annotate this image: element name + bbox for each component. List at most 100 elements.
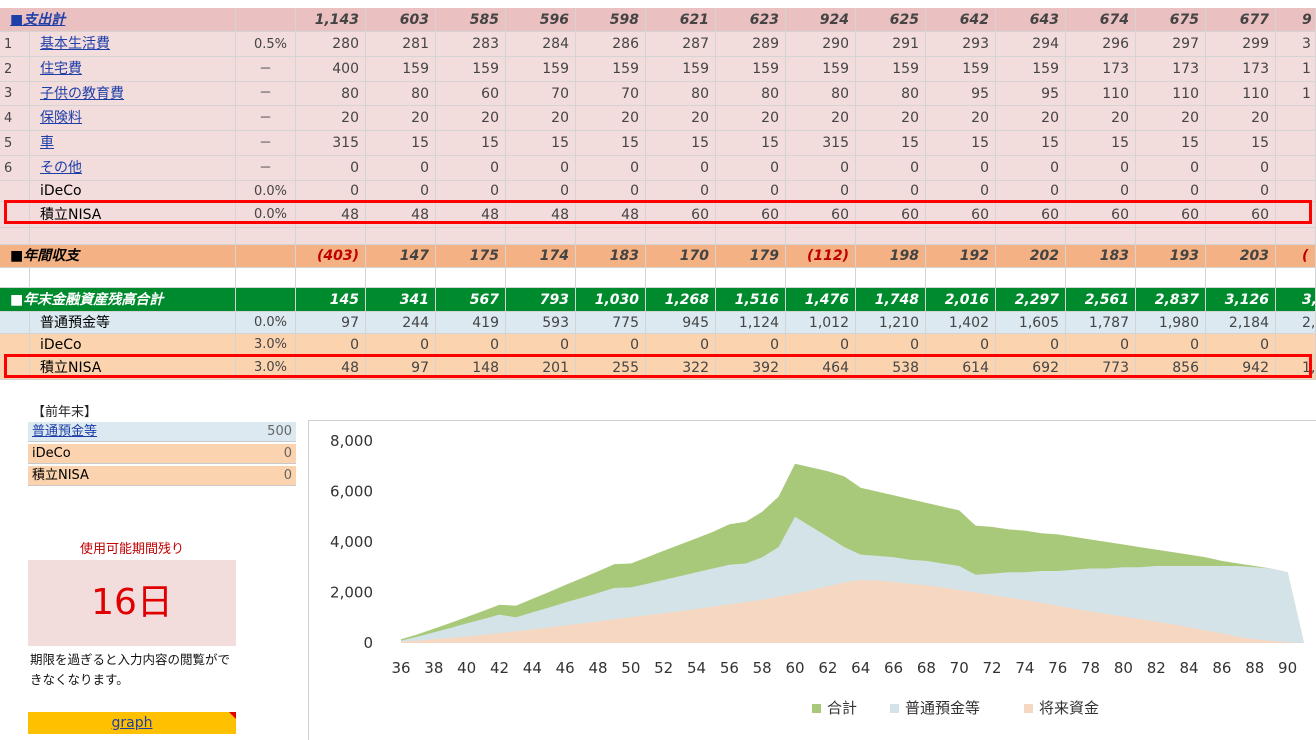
value-cell[interactable]: 643 <box>996 8 1066 32</box>
value-cell[interactable]: 15 <box>716 131 786 156</box>
rate-cell[interactable]: － <box>236 131 296 156</box>
value-cell[interactable]: 2,016 <box>926 288 996 312</box>
value-cell[interactable]: 1,980 <box>1136 312 1206 334</box>
value-cell[interactable]: 0 <box>786 334 856 356</box>
rate-cell[interactable]: － <box>236 106 296 131</box>
value-cell[interactable]: 159 <box>366 57 436 82</box>
value-cell[interactable] <box>646 228 716 245</box>
value-cell[interactable]: 286 <box>576 32 646 57</box>
value-cell[interactable]: 593 <box>506 312 576 334</box>
rate-cell[interactable]: － <box>236 156 296 181</box>
value-cell[interactable]: 70 <box>576 82 646 106</box>
value-cell[interactable]: 20 <box>716 106 786 131</box>
value-cell[interactable]: 15 <box>366 131 436 156</box>
value-cell[interactable]: 0 <box>506 334 576 356</box>
graph-button[interactable]: graph <box>28 712 236 734</box>
value-cell[interactable] <box>1276 268 1316 288</box>
value-cell[interactable]: 15 <box>506 131 576 156</box>
value-cell[interactable]: 598 <box>576 8 646 32</box>
value-cell[interactable]: 775 <box>576 312 646 334</box>
value-cell[interactable]: 80 <box>786 82 856 106</box>
value-cell[interactable]: 281 <box>366 32 436 57</box>
value-cell[interactable]: 110 <box>1066 82 1136 106</box>
value-cell[interactable] <box>856 228 926 245</box>
value-cell[interactable]: 203 <box>1206 245 1276 268</box>
value-cell[interactable]: 147 <box>366 245 436 268</box>
value-cell[interactable] <box>1276 181 1316 202</box>
rate-cell[interactable] <box>236 245 296 268</box>
value-cell[interactable]: 2,561 <box>1066 288 1136 312</box>
value-cell[interactable]: 159 <box>716 57 786 82</box>
value-cell[interactable]: 183 <box>1066 245 1136 268</box>
label-cell[interactable]: 保険料 <box>30 106 236 131</box>
value-cell[interactable]: 20 <box>1066 106 1136 131</box>
value-cell[interactable] <box>296 228 366 245</box>
value-cell[interactable]: 0 <box>786 156 856 181</box>
value-cell[interactable]: 20 <box>506 106 576 131</box>
value-cell[interactable]: 0 <box>296 156 366 181</box>
value-cell[interactable]: 294 <box>996 32 1066 57</box>
value-cell[interactable] <box>366 228 436 245</box>
value-cell[interactable] <box>436 268 506 288</box>
value-cell[interactable]: 159 <box>576 57 646 82</box>
value-cell[interactable]: 2, <box>1276 312 1316 334</box>
value-cell[interactable]: 341 <box>366 288 436 312</box>
value-cell[interactable]: 15 <box>996 131 1066 156</box>
value-cell[interactable]: 677 <box>1206 8 1276 32</box>
value-cell[interactable]: 0 <box>1206 334 1276 356</box>
value-cell[interactable]: 70 <box>506 82 576 106</box>
rate-cell[interactable]: 3.0% <box>236 334 296 356</box>
rate-cell[interactable] <box>236 8 296 32</box>
value-cell[interactable]: ( <box>1276 245 1316 268</box>
value-cell[interactable]: 0 <box>576 156 646 181</box>
value-cell[interactable]: 173 <box>1066 57 1136 82</box>
value-cell[interactable] <box>1276 106 1316 131</box>
value-cell[interactable]: 20 <box>436 106 506 131</box>
row-label[interactable]: 保険料 <box>40 110 82 126</box>
label-cell[interactable]: ■支出計 <box>0 8 236 32</box>
value-cell[interactable]: 0 <box>646 334 716 356</box>
value-cell[interactable]: 159 <box>436 57 506 82</box>
value-cell[interactable]: 290 <box>786 32 856 57</box>
value-cell[interactable]: 183 <box>576 245 646 268</box>
row-label[interactable]: ■支出計 <box>10 12 66 28</box>
value-cell[interactable]: 20 <box>296 106 366 131</box>
value-cell[interactable]: 1 <box>1276 82 1316 106</box>
prev-year-row[interactable]: 積立NISA 0 <box>28 466 296 486</box>
value-cell[interactable]: 0 <box>856 334 926 356</box>
value-cell[interactable]: 3 <box>1276 32 1316 57</box>
value-cell[interactable]: 60 <box>786 202 856 228</box>
label-cell[interactable] <box>30 268 236 288</box>
value-cell[interactable]: 0 <box>716 181 786 202</box>
value-cell[interactable]: 15 <box>926 131 996 156</box>
value-cell[interactable]: 20 <box>786 106 856 131</box>
value-cell[interactable]: 145 <box>296 288 366 312</box>
value-cell[interactable]: 0 <box>436 156 506 181</box>
value-cell[interactable]: 173 <box>1206 57 1276 82</box>
row-label[interactable]: 住宅費 <box>40 61 82 77</box>
value-cell[interactable]: 642 <box>926 8 996 32</box>
value-cell[interactable] <box>1066 268 1136 288</box>
value-cell[interactable] <box>1276 131 1316 156</box>
value-cell[interactable]: 95 <box>926 82 996 106</box>
value-cell[interactable]: 95 <box>996 82 1066 106</box>
value-cell[interactable]: 192 <box>926 245 996 268</box>
prev-year-value[interactable]: 500 <box>267 424 292 439</box>
value-cell[interactable]: 80 <box>296 82 366 106</box>
prev-year-value[interactable]: 0 <box>283 446 292 461</box>
label-cell[interactable] <box>30 228 236 245</box>
value-cell[interactable]: 0 <box>366 156 436 181</box>
value-cell[interactable]: 20 <box>576 106 646 131</box>
value-cell[interactable]: 159 <box>926 57 996 82</box>
value-cell[interactable]: 20 <box>366 106 436 131</box>
label-cell[interactable]: iDeCo <box>30 334 236 356</box>
rate-cell[interactable]: 0.0% <box>236 181 296 202</box>
value-cell[interactable]: 603 <box>366 8 436 32</box>
value-cell[interactable]: 20 <box>996 106 1066 131</box>
value-cell[interactable] <box>506 268 576 288</box>
value-cell[interactable]: 15 <box>646 131 716 156</box>
value-cell[interactable] <box>576 228 646 245</box>
value-cell[interactable]: 110 <box>1206 82 1276 106</box>
value-cell[interactable]: 1,012 <box>786 312 856 334</box>
value-cell[interactable]: 0 <box>856 156 926 181</box>
